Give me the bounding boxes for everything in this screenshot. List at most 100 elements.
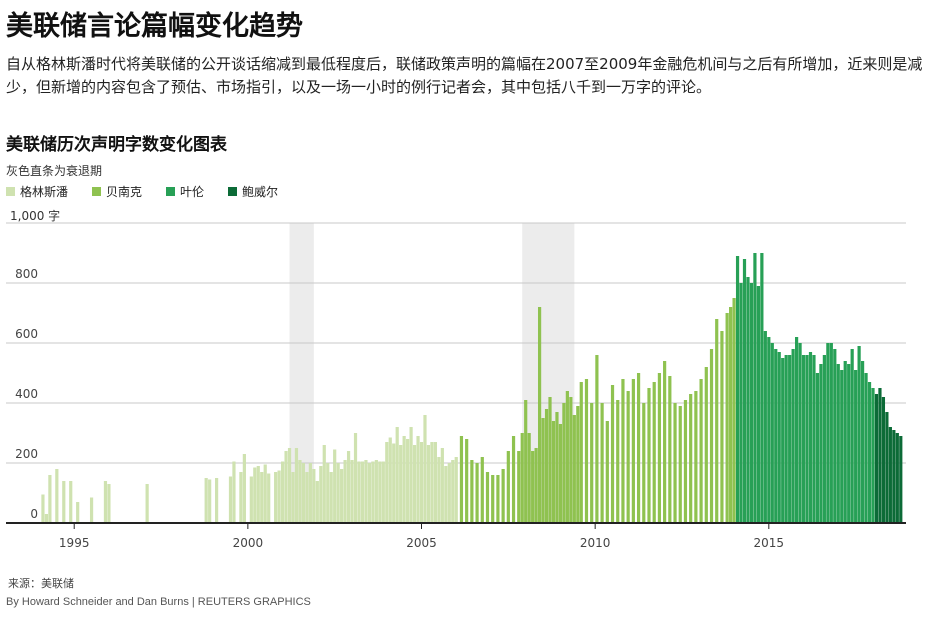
bar (103, 481, 108, 523)
bar (333, 449, 337, 523)
bar (277, 470, 281, 523)
page-description: 自从格林斯潘时代将美联储的公开谈话缩减到最低程度后，联储政策声明的篇幅在2007… (6, 55, 923, 96)
bar (451, 460, 455, 523)
bar (239, 472, 243, 523)
bar (459, 436, 464, 523)
bar (534, 448, 538, 523)
bar (531, 451, 535, 523)
y-tick-label: 200 (15, 447, 38, 461)
bar (343, 460, 347, 523)
x-tick-label: 2000 (233, 536, 264, 550)
y-tick-label: 600 (15, 327, 38, 341)
bar (562, 403, 566, 523)
bar (55, 469, 59, 523)
bar (426, 445, 431, 523)
x-tick-label: 1995 (59, 536, 90, 550)
bar (551, 421, 556, 523)
bar (742, 259, 747, 523)
bar (668, 376, 672, 523)
bar (312, 469, 316, 523)
bar (874, 394, 879, 523)
bar (600, 403, 604, 523)
bar (610, 385, 615, 523)
bar (291, 472, 295, 523)
bar (774, 349, 778, 523)
bar (781, 358, 785, 523)
bar (308, 463, 312, 523)
bar (62, 481, 66, 523)
bar (829, 343, 833, 523)
bar (69, 481, 73, 523)
bar (647, 388, 651, 523)
page-title: 美联储言论篇幅变化趋势 (6, 11, 303, 42)
bar (836, 364, 840, 523)
bar (260, 472, 264, 523)
bar (263, 464, 267, 523)
bar (267, 473, 271, 523)
bar (544, 409, 549, 523)
bar (208, 479, 212, 523)
y-axis-unit-label: 1,000 字 (10, 209, 61, 223)
legend-swatch-yellen (166, 187, 176, 196)
bar (732, 298, 736, 523)
recession-band (522, 223, 575, 523)
bar (725, 313, 729, 523)
legend-label-powell: 鲍威尔 (242, 185, 279, 199)
y-tick-label: 0 (30, 507, 38, 521)
bar (440, 448, 444, 523)
bar (470, 460, 474, 523)
bar (857, 346, 861, 523)
bar (232, 461, 236, 523)
bar (44, 514, 49, 523)
bar (364, 460, 368, 523)
chart-title: 美联储历次声明字数变化图表 (6, 135, 227, 155)
bar (808, 352, 813, 523)
bar (430, 442, 434, 523)
bar (753, 253, 757, 523)
bar (678, 406, 682, 523)
bar (590, 403, 594, 523)
bar (735, 256, 740, 523)
legend-swatch-bernanke (92, 187, 102, 196)
bar (284, 451, 288, 523)
bar (709, 349, 714, 523)
bar (360, 461, 365, 523)
bar (867, 382, 872, 523)
bar (527, 433, 531, 523)
bar (805, 355, 809, 523)
bar (517, 451, 521, 523)
bar (89, 497, 94, 523)
bar (840, 370, 844, 523)
bar (850, 349, 854, 523)
bar (381, 461, 385, 523)
bar (833, 349, 837, 523)
bar (256, 466, 260, 523)
bar (694, 391, 698, 523)
bar (854, 370, 858, 523)
bar (555, 412, 559, 523)
bar (242, 454, 246, 523)
bar (319, 466, 323, 523)
bar (409, 427, 413, 523)
bar (511, 436, 516, 523)
y-tick-label: 400 (15, 387, 38, 401)
bar (399, 445, 403, 523)
bar (756, 286, 760, 523)
bar (371, 461, 375, 523)
bar (899, 436, 903, 523)
bar (569, 397, 573, 523)
bar (763, 331, 767, 523)
bar (642, 403, 646, 523)
bar (595, 355, 599, 523)
bar (249, 476, 253, 523)
bar (572, 415, 576, 523)
bar (329, 472, 333, 523)
bar (392, 443, 396, 523)
bar (402, 436, 406, 523)
bar (885, 412, 889, 523)
bar (326, 463, 330, 523)
bar (812, 355, 816, 523)
bar (878, 388, 882, 523)
bar (204, 478, 208, 523)
bar (322, 445, 326, 523)
